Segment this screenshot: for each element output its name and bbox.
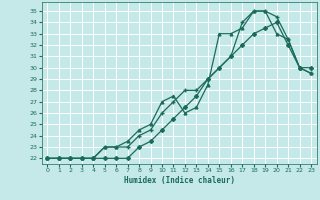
X-axis label: Humidex (Indice chaleur): Humidex (Indice chaleur) xyxy=(124,176,235,185)
